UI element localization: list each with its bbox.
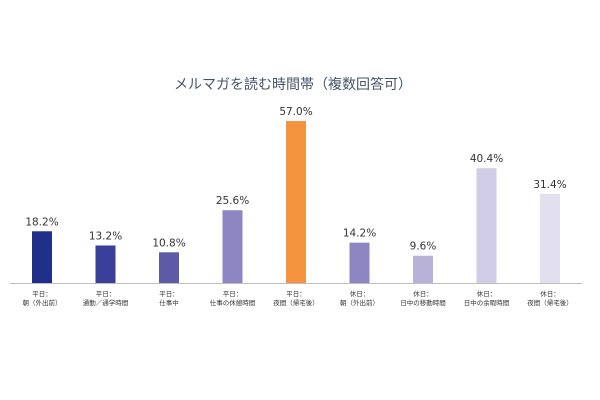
category-label-5-line-1: 平日： <box>286 290 306 298</box>
bar-9 <box>540 193 560 283</box>
bar-3 <box>159 252 179 283</box>
category-label-9-line-2: 夜間（帰宅後） <box>527 298 573 307</box>
bar-7 <box>413 255 433 283</box>
value-label-4: 25.6% <box>216 195 249 207</box>
value-labels-layer: 18.2% 13.2% 10.8% 25.6% 57.0% 14.2% 9.6% 40.4% 3… <box>25 106 566 253</box>
category-label-8-line-1: 休日： <box>477 289 497 298</box>
category-label-1-line-2: 朝（外出前） <box>23 298 62 307</box>
bar-4 <box>222 210 243 283</box>
bar-6 <box>349 242 370 283</box>
value-label-5: 57.0% <box>279 106 312 118</box>
value-label-9: 31.4% <box>533 179 566 191</box>
category-label-3-line-1: 平日： <box>159 290 179 298</box>
value-label-8: 40.4% <box>470 153 503 165</box>
category-label-5-line-2: 夜間（帰宅後） <box>273 298 319 307</box>
value-label-1: 18.2% <box>25 216 58 228</box>
category-label-8-line-2: 日中の余暇時間 <box>464 298 510 307</box>
category-labels-layer: 平日：朝（外出前）平日：通勤／通学時間平日：仕事中平日：仕事の休憩時間平日：夜間… <box>23 289 573 307</box>
bar-2 <box>95 245 116 283</box>
category-label-2-line-2: 通勤／通学時間 <box>83 298 129 307</box>
category-label-3-line-2: 仕事中 <box>159 298 179 307</box>
bars-layer <box>32 121 560 283</box>
bar-1 <box>32 231 52 283</box>
value-label-2: 13.2% <box>89 230 122 242</box>
value-label-6: 14.2% <box>343 228 376 240</box>
category-label-4-line-2: 仕事の休憩時間 <box>210 298 256 307</box>
category-label-7-line-1: 休日： <box>413 289 433 298</box>
bar-5 <box>286 121 306 283</box>
category-label-7-line-2: 日中の移動時間 <box>400 298 446 307</box>
bar-8 <box>476 168 497 283</box>
category-label-6-line-1: 休日： <box>350 289 370 298</box>
value-label-7: 9.6% <box>410 241 437 253</box>
value-label-3: 10.8% <box>152 237 185 249</box>
chart-title: メルマガを読む時間帯（複数回答可） <box>174 76 412 93</box>
category-label-6-line-2: 朝（外出前） <box>340 298 379 307</box>
category-label-4-line-1: 平日： <box>223 290 243 298</box>
category-label-2-line-1: 平日： <box>96 290 116 298</box>
category-label-1-line-1: 平日： <box>32 290 52 298</box>
category-label-9-line-1: 休日： <box>540 289 560 298</box>
